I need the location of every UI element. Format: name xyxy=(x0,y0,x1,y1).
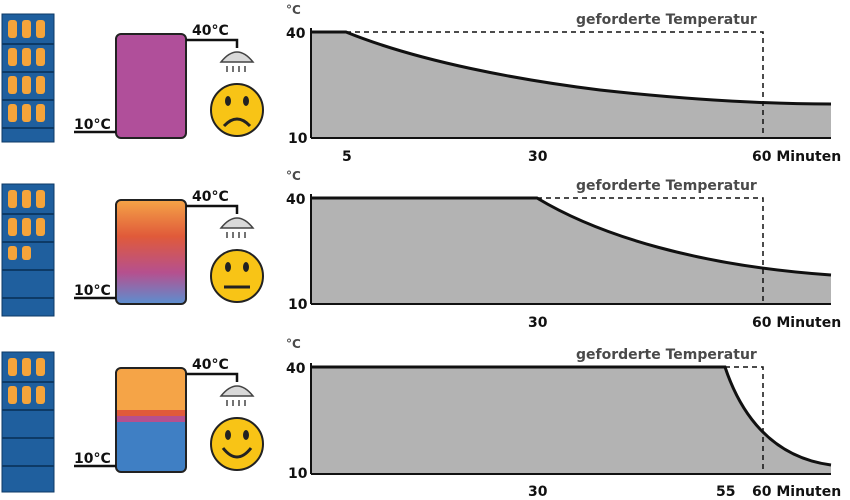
hot-outlet-label: 40°C xyxy=(192,23,229,39)
storage-tank xyxy=(115,33,187,139)
required-temperature-line xyxy=(346,31,764,138)
x-tick-60-minuten: 60 Minuten xyxy=(752,315,841,331)
bottle-crate-stack-icon xyxy=(1,183,55,317)
scenario-3-graphic: 10°C 40°C °C 40 10 geforderte Temperatur… xyxy=(1,337,841,500)
y-tick-10: 10 xyxy=(288,131,308,147)
temperature-area xyxy=(311,32,831,138)
cold-inlet-label: 10°C xyxy=(74,283,111,299)
x-tick-55: 55 xyxy=(716,484,735,500)
temperature-area xyxy=(311,198,831,304)
happy-face-icon xyxy=(210,417,264,471)
required-temperature-line xyxy=(725,366,764,474)
bottle-crate-stack-icon xyxy=(1,13,55,143)
temperature-curve xyxy=(311,30,832,106)
hot-outlet-label: 40°C xyxy=(192,357,229,373)
required-temperature-line xyxy=(537,197,764,304)
y-tick-10: 10 xyxy=(288,297,308,313)
temperature-chart-1: °C 40 10 geforderte Temperatur 5 30 60 M… xyxy=(286,3,841,165)
x-tick-30: 30 xyxy=(528,149,548,165)
hot-outlet-label: 40°C xyxy=(192,189,229,205)
bottle-crate-stack-icon xyxy=(1,351,55,493)
y-tick-40: 40 xyxy=(286,26,306,42)
temperature-chart-3: °C 40 10 geforderte Temperatur 30 55 60 … xyxy=(286,337,841,500)
cold-inlet-label: 10°C xyxy=(74,117,111,133)
scenario-1-graphic: 10°C 40°C °C 40 10 geforderte Temperatur… xyxy=(1,3,841,165)
temperature-curve xyxy=(311,196,832,277)
x-tick-60-minuten: 60 Minuten xyxy=(752,149,841,165)
required-temperature-label: geforderte Temperatur xyxy=(576,12,757,28)
x-tick-5: 5 xyxy=(342,149,352,165)
y-tick-10: 10 xyxy=(288,466,308,482)
scenario-row-1: 10°C 40°C °C 40 10 geforderte Temperatur… xyxy=(0,0,850,168)
scenario-row-2: 10°C 40°C °C 40 10 geforderte Temperatur… xyxy=(0,166,850,334)
required-temperature-label: geforderte Temperatur xyxy=(576,178,757,194)
y-tick-40: 40 xyxy=(286,192,306,208)
x-tick-30: 30 xyxy=(528,315,548,331)
storage-tank xyxy=(115,199,187,305)
x-tick-60-minuten: 60 Minuten xyxy=(752,484,841,500)
y-unit-label: °C xyxy=(286,3,301,17)
storage-tank xyxy=(115,367,187,473)
temperature-area xyxy=(311,367,831,474)
required-temperature-label: geforderte Temperatur xyxy=(576,347,757,363)
y-unit-label: °C xyxy=(286,169,301,183)
shower-head-icon xyxy=(219,217,255,238)
shower-head-icon xyxy=(219,385,255,406)
y-unit-label: °C xyxy=(286,337,301,351)
temperature-curve xyxy=(311,365,832,467)
x-tick-30: 30 xyxy=(528,484,548,500)
shower-head-icon xyxy=(219,51,255,72)
temperature-chart-2: °C 40 10 geforderte Temperatur 30 60 Min… xyxy=(286,169,841,331)
scenario-row-3: 10°C 40°C °C 40 10 geforderte Temperatur… xyxy=(0,332,850,500)
sad-face-icon xyxy=(210,83,264,137)
cold-inlet-label: 10°C xyxy=(74,451,111,467)
y-tick-40: 40 xyxy=(286,361,306,377)
neutral-face-icon xyxy=(210,249,264,303)
scenario-2-graphic: 10°C 40°C °C 40 10 geforderte Temperatur… xyxy=(1,169,841,331)
